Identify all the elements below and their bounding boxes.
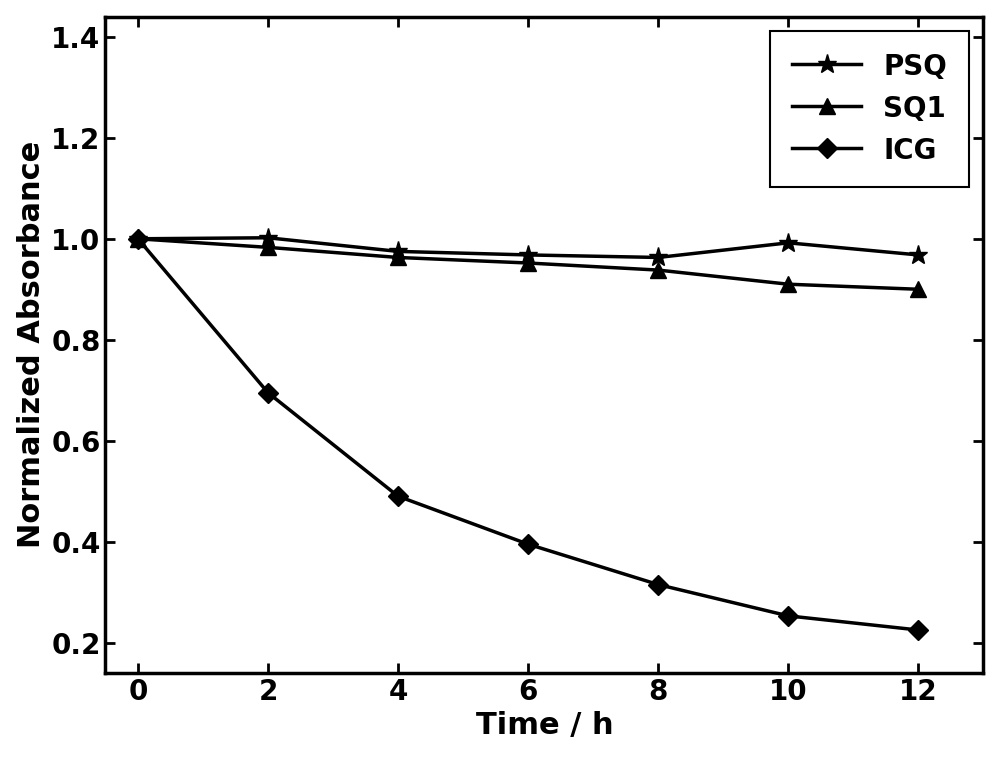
Legend: PSQ, SQ1, ICG: PSQ, SQ1, ICG [770,30,969,187]
Line: PSQ: PSQ [128,228,928,267]
PSQ [392,247,404,256]
PSQ [782,238,794,248]
SQ1 [782,279,794,288]
Y-axis label: Normalized Absorbance: Normalized Absorbance [17,141,46,548]
ICG [262,388,274,397]
Line: ICG: ICG [131,232,925,637]
SQ1 [522,258,534,267]
SQ1 [392,253,404,262]
X-axis label: Time / h: Time / h [476,712,613,740]
ICG [782,612,794,621]
PSQ [262,233,274,242]
ICG [522,540,534,549]
PSQ [132,234,144,243]
PSQ [522,251,534,260]
Line: SQ1: SQ1 [130,231,926,297]
SQ1 [652,266,664,275]
SQ1 [912,285,924,294]
SQ1 [262,243,274,252]
PSQ [912,251,924,260]
ICG [132,234,144,243]
ICG [392,492,404,501]
PSQ [652,253,664,262]
ICG [912,625,924,634]
ICG [652,580,664,589]
SQ1 [132,234,144,243]
